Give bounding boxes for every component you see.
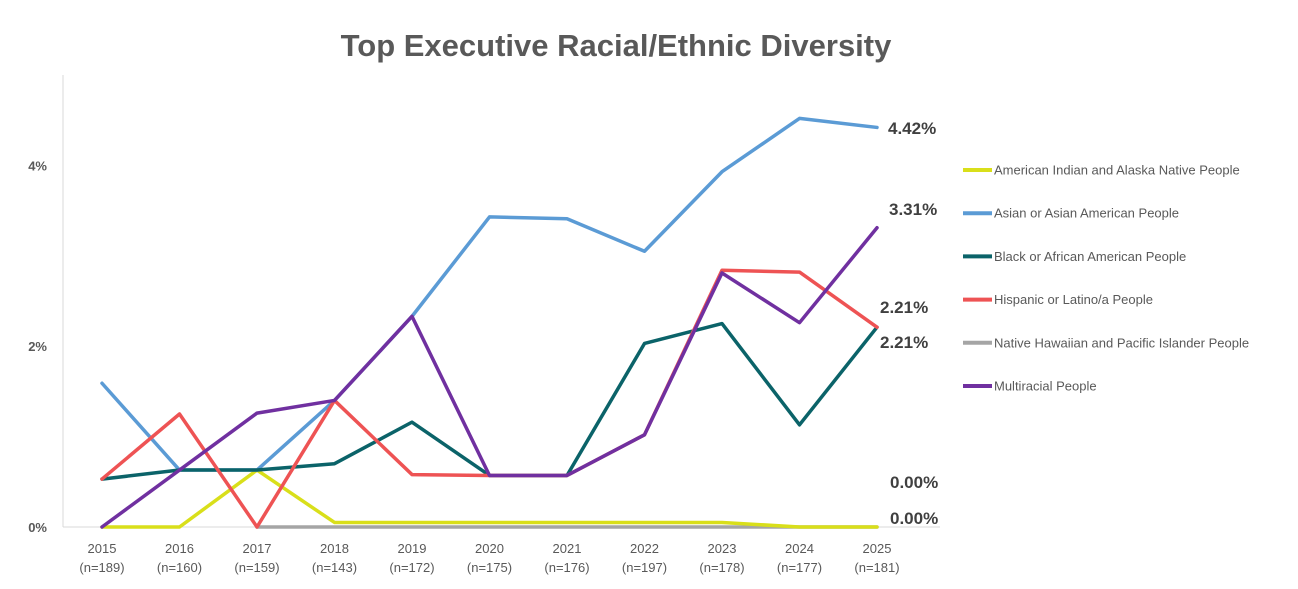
- series-line-2: [100, 321, 879, 481]
- series-line-5: [100, 226, 879, 529]
- legend-label: American Indian and Alaska Native People: [994, 163, 1240, 178]
- x-tick-label: 2024: [785, 541, 814, 556]
- x-tick-sublabel: (n=178): [699, 560, 744, 575]
- y-tick-label: 4%: [28, 158, 47, 173]
- legend-label: Asian or Asian American People: [994, 206, 1179, 221]
- x-tick-label: 2015: [88, 541, 117, 556]
- chart-title: Top Executive Racial/Ethnic Diversity: [341, 28, 892, 63]
- x-tick-label: 2023: [708, 541, 737, 556]
- end-value-label: 0.00%: [890, 473, 938, 492]
- x-tick-label: 2018: [320, 541, 349, 556]
- y-ticks: 0% 2% 4%: [28, 158, 47, 535]
- x-tick-label: 2022: [630, 541, 659, 556]
- end-value-label: 3.31%: [889, 200, 937, 219]
- end-value-label: 2.21%: [880, 298, 928, 317]
- x-tick-sublabel: (n=189): [79, 560, 124, 575]
- x-tick-sublabel: (n=172): [389, 560, 434, 575]
- x-tick-label: 2017: [243, 541, 272, 556]
- series-line-1: [100, 116, 879, 472]
- legend-label: Native Hawaiian and Pacific Islander Peo…: [994, 335, 1249, 350]
- end-value-label: 4.42%: [888, 119, 936, 138]
- series-line-3: [100, 268, 879, 529]
- x-tick-label: 2019: [398, 541, 427, 556]
- series-line-0: [100, 468, 879, 529]
- x-tick-sublabel: (n=181): [854, 560, 899, 575]
- y-tick-label: 0%: [28, 520, 47, 535]
- end-value-label: 0.00%: [890, 509, 938, 528]
- end-value-label: 2.21%: [880, 333, 928, 352]
- series-lines: [100, 116, 879, 529]
- x-tick-sublabel: (n=177): [777, 560, 822, 575]
- x-tick-label: 2025: [863, 541, 892, 556]
- x-tick-sublabel: (n=159): [234, 560, 279, 575]
- x-ticks: 2015 (n=189) 2016 (n=160) 2017 (n=159) 2018 (n=…: [79, 541, 899, 575]
- legend-label: Hispanic or Latino/a People: [994, 292, 1153, 307]
- x-tick-sublabel: (n=160): [157, 560, 202, 575]
- x-tick-sublabel: (n=143): [312, 560, 357, 575]
- x-tick-label: 2016: [165, 541, 194, 556]
- legend-label: Black or African American People: [994, 249, 1186, 264]
- x-tick-label: 2020: [475, 541, 504, 556]
- legend-label: Multiracial People: [994, 379, 1097, 394]
- x-tick-label: 2021: [553, 541, 582, 556]
- y-tick-label: 2%: [28, 339, 47, 354]
- end-labels: 0.00% 4.42% 2.21% 2.21% 0.00% 3.31%: [880, 119, 938, 528]
- legend: American Indian and Alaska Native People…: [963, 163, 1249, 394]
- x-tick-sublabel: (n=176): [544, 560, 589, 575]
- x-tick-sublabel: (n=175): [467, 560, 512, 575]
- x-tick-sublabel: (n=197): [622, 560, 667, 575]
